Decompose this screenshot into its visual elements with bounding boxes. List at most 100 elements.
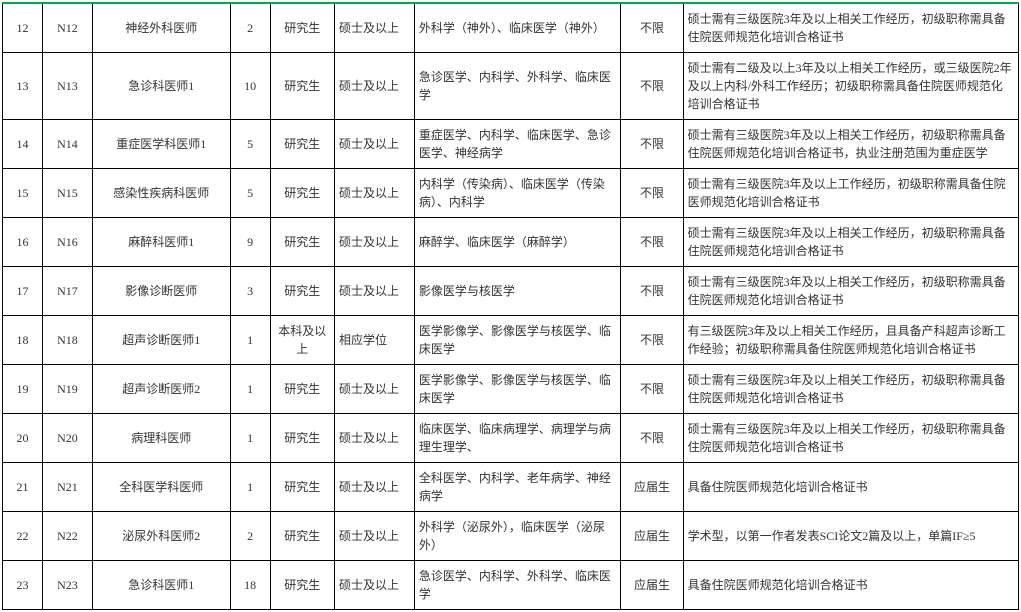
cell-req: 硕士需有二级及以上3年及以上相关工作经历，或三级医院2年及以上内科/外科工作经历… [683, 53, 1018, 120]
cell-major: 临床医学、临床病理学、病理学与病理生理学、 [414, 414, 621, 463]
table-row: 16N16麻醉科医师19研究生硕士及以上麻醉学、临床医学（麻醉学）不限硕士需有三… [3, 218, 1019, 267]
cell-major: 急诊医学、内科学、外科学、临床医学 [414, 53, 621, 120]
cell-major: 医学影像学、影像医学与核医学、临床医学 [414, 365, 621, 414]
cell-limit: 应届生 [621, 463, 683, 512]
cell-edu: 研究生 [270, 414, 334, 463]
cell-code: N21 [42, 463, 92, 512]
cell-qty: 1 [230, 365, 270, 414]
cell-idx: 16 [3, 218, 43, 267]
cell-code: N18 [42, 316, 92, 365]
cell-limit: 不限 [621, 365, 683, 414]
cell-degree: 硕士及以上 [334, 169, 414, 218]
cell-limit: 不限 [621, 169, 683, 218]
table-row: 14N14重症医学科医师15研究生硕士及以上重症医学、内科学、临床医学、急诊医学… [3, 120, 1019, 169]
cell-idx: 20 [3, 414, 43, 463]
cell-position: 泌尿外科医师2 [92, 512, 230, 561]
cell-major: 医学影像学、影像医学与核医学、临床医学 [414, 316, 621, 365]
cell-code: N13 [42, 53, 92, 120]
table-row: 20N20病理科医师1研究生硕士及以上临床医学、临床病理学、病理学与病理生理学、… [3, 414, 1019, 463]
cell-limit: 不限 [621, 3, 683, 53]
cell-qty: 1 [230, 316, 270, 365]
cell-idx: 23 [3, 561, 43, 610]
cell-limit: 应届生 [621, 512, 683, 561]
cell-major: 外科学（神外）、临床医学（神外） [414, 3, 621, 53]
cell-edu: 研究生 [270, 512, 334, 561]
cell-code: N20 [42, 414, 92, 463]
table-row: 18N18超声诊断医师11本科及以上相应学位医学影像学、影像医学与核医学、临床医… [3, 316, 1019, 365]
cell-position: 重症医学科医师1 [92, 120, 230, 169]
cell-major: 麻醉学、临床医学（麻醉学） [414, 218, 621, 267]
cell-edu: 研究生 [270, 463, 334, 512]
cell-degree: 硕士及以上 [334, 463, 414, 512]
cell-req: 硕士需有三级医院3年及以上工作经历，初级职称需具备住院医师规范化培训合格证书 [683, 169, 1018, 218]
cell-req: 硕士需有三级医院3年及以上相关工作经历，初级职称需具备住院医师规范化培训合格证书 [683, 3, 1018, 53]
cell-degree: 硕士及以上 [334, 365, 414, 414]
cell-req: 学术型，以第一作者发表SCI论文2篇及以上，单篇IF≥5 [683, 512, 1018, 561]
cell-position: 病理科医师 [92, 414, 230, 463]
cell-degree: 硕士及以上 [334, 218, 414, 267]
cell-qty: 5 [230, 120, 270, 169]
cell-req: 硕士需有三级医院3年及以上相关工作经历，初级职称需具备住院医师规范化培训合格证书 [683, 365, 1018, 414]
cell-edu: 研究生 [270, 3, 334, 53]
cell-code: N16 [42, 218, 92, 267]
cell-edu: 本科及以上 [270, 316, 334, 365]
cell-degree: 硕士及以上 [334, 267, 414, 316]
cell-limit: 应届生 [621, 561, 683, 610]
cell-edu: 研究生 [270, 120, 334, 169]
cell-code: N19 [42, 365, 92, 414]
cell-degree: 硕士及以上 [334, 561, 414, 610]
cell-degree: 硕士及以上 [334, 414, 414, 463]
table-row: 13N13急诊科医师110研究生硕士及以上急诊医学、内科学、外科学、临床医学不限… [3, 53, 1019, 120]
cell-req: 硕士需有三级医院3年及以上相关工作经历，初级职称需具备住院医师规范化培训合格证书 [683, 218, 1018, 267]
cell-limit: 不限 [621, 414, 683, 463]
cell-idx: 22 [3, 512, 43, 561]
cell-idx: 13 [3, 53, 43, 120]
cell-req: 硕士需有三级医院3年及以上相关工作经历，初级职称需具备住院医师规范化培训合格证书 [683, 414, 1018, 463]
cell-position: 麻醉科医师1 [92, 218, 230, 267]
cell-position: 超声诊断医师2 [92, 365, 230, 414]
cell-idx: 19 [3, 365, 43, 414]
cell-position: 急诊科医师1 [92, 53, 230, 120]
cell-major: 急诊医学、内科学、外科学、临床医学 [414, 561, 621, 610]
cell-idx: 17 [3, 267, 43, 316]
cell-degree: 硕士及以上 [334, 3, 414, 53]
cell-code: N14 [42, 120, 92, 169]
cell-degree: 硕士及以上 [334, 120, 414, 169]
cell-position: 神经外科医师 [92, 3, 230, 53]
cell-position: 超声诊断医师1 [92, 316, 230, 365]
cell-qty: 9 [230, 218, 270, 267]
cell-limit: 不限 [621, 120, 683, 169]
cell-qty: 2 [230, 512, 270, 561]
cell-qty: 5 [230, 169, 270, 218]
cell-edu: 研究生 [270, 53, 334, 120]
cell-req: 具备住院医师规范化培训合格证书 [683, 463, 1018, 512]
table-row: 21N21全科医学科医师1研究生硕士及以上全科医学、内科学、老年病学、神经病学应… [3, 463, 1019, 512]
cell-limit: 不限 [621, 316, 683, 365]
cell-req: 硕士需有三级医院3年及以上相关工作经历，初级职称需具备住院医师规范化培训合格证书… [683, 120, 1018, 169]
cell-idx: 21 [3, 463, 43, 512]
cell-limit: 不限 [621, 218, 683, 267]
cell-position: 全科医学科医师 [92, 463, 230, 512]
cell-major: 影像医学与核医学 [414, 267, 621, 316]
cell-edu: 研究生 [270, 365, 334, 414]
cell-edu: 研究生 [270, 218, 334, 267]
cell-limit: 不限 [621, 53, 683, 120]
cell-req: 有三级医院3年及以上相关工作经历，且具备产科超声诊断工作经验；初级职称需具备住院… [683, 316, 1018, 365]
cell-qty: 1 [230, 463, 270, 512]
table-row: 17N17影像诊断医师3研究生硕士及以上影像医学与核医学不限硕士需有三级医院3年… [3, 267, 1019, 316]
cell-idx: 15 [3, 169, 43, 218]
cell-major: 外科学（泌尿外），临床医学（泌尿外） [414, 512, 621, 561]
cell-position: 影像诊断医师 [92, 267, 230, 316]
cell-qty: 18 [230, 561, 270, 610]
cell-degree: 硕士及以上 [334, 53, 414, 120]
cell-limit: 不限 [621, 267, 683, 316]
cell-idx: 14 [3, 120, 43, 169]
cell-major: 内科学（传染病）、临床医学（传染病）、内科学 [414, 169, 621, 218]
cell-code: N17 [42, 267, 92, 316]
cell-qty: 10 [230, 53, 270, 120]
cell-major: 重症医学、内科学、临床医学、急诊医学、神经病学 [414, 120, 621, 169]
table-row: 12N12神经外科医师2研究生硕士及以上外科学（神外）、临床医学（神外）不限硕士… [3, 3, 1019, 53]
cell-edu: 研究生 [270, 267, 334, 316]
cell-degree: 硕士及以上 [334, 512, 414, 561]
cell-qty: 2 [230, 3, 270, 53]
